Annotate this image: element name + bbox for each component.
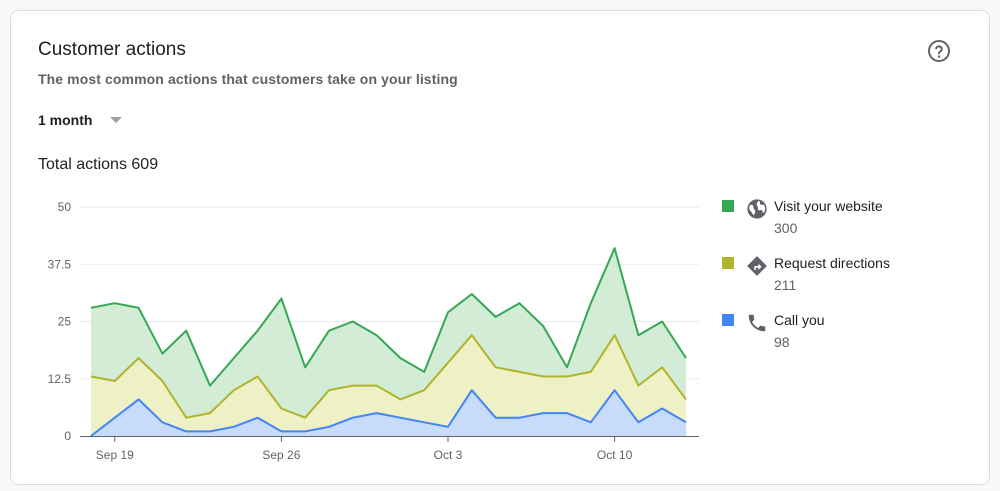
line-request-directions xyxy=(90,334,687,419)
line-call-you xyxy=(90,389,687,437)
legend-swatch-website xyxy=(722,200,734,212)
legend-value: 98 xyxy=(774,334,790,350)
directions-icon xyxy=(747,256,767,276)
x-tick-label: Sep 26 xyxy=(262,448,300,462)
phone-icon xyxy=(748,314,766,332)
legend-label: Request directions xyxy=(774,255,890,271)
y-tick-label: 0 xyxy=(64,429,71,443)
y-tick-label: 25 xyxy=(58,315,72,329)
y-tick-label: 50 xyxy=(58,200,72,214)
legend-swatch-directions xyxy=(722,257,734,269)
card-title: Customer actions xyxy=(38,39,186,60)
period-label: 1 month xyxy=(38,112,93,128)
globe-icon xyxy=(747,199,767,219)
x-tick-label: Oct 3 xyxy=(434,448,463,462)
legend-swatch-call xyxy=(722,314,734,326)
x-tick-label: Oct 10 xyxy=(597,448,633,462)
total-label: Total actions xyxy=(38,156,127,173)
total-value: 609 xyxy=(131,156,159,173)
total-actions: Total actions 609 xyxy=(38,156,158,174)
area-request-directions xyxy=(91,335,686,436)
y-tick-label: 12.5 xyxy=(48,372,72,386)
x-tick-label: Sep 19 xyxy=(96,448,134,462)
period-dropdown[interactable]: 1 month xyxy=(38,112,123,128)
legend-value: 300 xyxy=(774,220,798,236)
y-tick-label: 37.5 xyxy=(48,257,72,271)
line-visit-your-website xyxy=(90,247,687,387)
caret-down-icon xyxy=(110,117,123,123)
legend-label: Call you xyxy=(774,312,825,328)
legend-value: 211 xyxy=(774,277,797,293)
card-subtitle: The most common actions that customers t… xyxy=(38,71,458,87)
help-circle-icon[interactable] xyxy=(927,39,951,63)
legend-label: Visit your website xyxy=(774,198,883,214)
